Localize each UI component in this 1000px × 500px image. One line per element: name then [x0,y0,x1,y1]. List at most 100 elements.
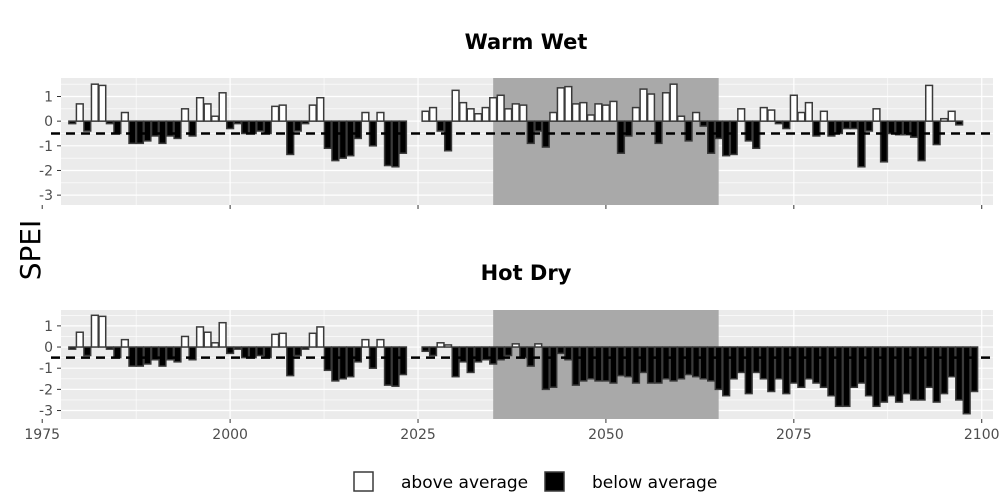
bar [842,120,851,130]
bar [639,88,648,122]
bar [917,120,926,162]
bar [729,346,738,380]
panel-title-warm-wet: Warm Wet [465,30,588,54]
bar [233,346,242,350]
bar [586,346,596,380]
bar [353,346,363,363]
bar [812,346,821,384]
legend-label-below-average: below average [592,473,717,493]
bar [428,106,438,122]
bar [278,104,287,122]
bar [241,346,250,359]
bar [165,346,175,361]
bar [789,346,798,384]
bar [173,120,182,140]
bar [947,346,956,378]
bar [609,346,618,384]
bar [556,87,565,122]
y-tick-label: 0 [44,340,53,356]
bar [940,346,949,395]
bar [398,346,408,376]
y-tick-label: -2 [39,163,53,179]
panel-hot-dry: Hot Dry 1 0 -1 -2 -3 1975 2000 2025 2050 2075 2100 [24,261,999,443]
bar [947,110,956,122]
bar [879,120,889,163]
bar [661,346,671,380]
y-tick-label: 0 [44,114,53,130]
bar [458,101,468,122]
x-tick-label: 1975 [24,427,60,443]
bar [218,321,227,348]
bar [872,108,881,122]
bar [819,346,829,389]
bar [707,346,716,382]
bar [609,100,618,122]
bar [804,346,813,380]
bar [714,346,723,391]
bar [308,104,317,122]
bar [601,346,611,382]
bar [188,120,197,137]
bar [173,346,182,363]
bar [331,346,340,382]
bar [534,343,543,348]
bar [105,346,114,350]
bar [286,120,295,156]
bar [248,346,257,359]
bar [165,120,175,137]
bar [887,120,896,135]
bar [601,104,611,122]
bar [188,346,197,361]
bar [782,120,791,130]
bar [684,120,693,142]
bar [489,346,498,365]
bar [962,346,971,415]
bar [759,346,768,380]
bar [68,346,77,350]
panel-title-hot-dry: Hot Dry [481,261,572,285]
bar [474,113,483,122]
bar [594,103,603,122]
bar [857,120,866,168]
bar [143,120,152,142]
bar [579,346,588,382]
bar [225,346,235,355]
bar [383,120,393,167]
bar [361,338,370,348]
bar [301,346,310,350]
bar [113,346,122,359]
legend-key-above-average [353,471,374,492]
bar [616,120,626,154]
x-tick-label: 2025 [400,427,436,443]
bar [293,346,302,357]
bar [180,108,190,122]
bar [924,346,934,389]
y-tick-label: 1 [44,89,53,105]
bar [301,120,310,125]
bar [466,346,475,374]
bar [541,346,550,391]
bar [864,120,874,132]
bar [203,103,212,122]
bar [353,120,363,140]
bar [722,346,731,397]
bar [278,332,287,348]
bar [789,94,798,122]
bar [872,346,881,408]
bar [271,333,280,348]
bar [616,346,626,377]
bar [797,346,806,389]
bar [556,346,565,355]
y-tick-label: -1 [39,361,53,377]
bar [970,346,979,393]
bar [113,120,122,135]
bar [774,346,783,380]
bar [331,120,340,162]
bar [804,101,813,122]
bar [894,346,904,403]
bar [737,346,746,374]
bar [767,346,776,393]
legend-key-below-average [544,471,565,492]
bar [481,106,490,122]
